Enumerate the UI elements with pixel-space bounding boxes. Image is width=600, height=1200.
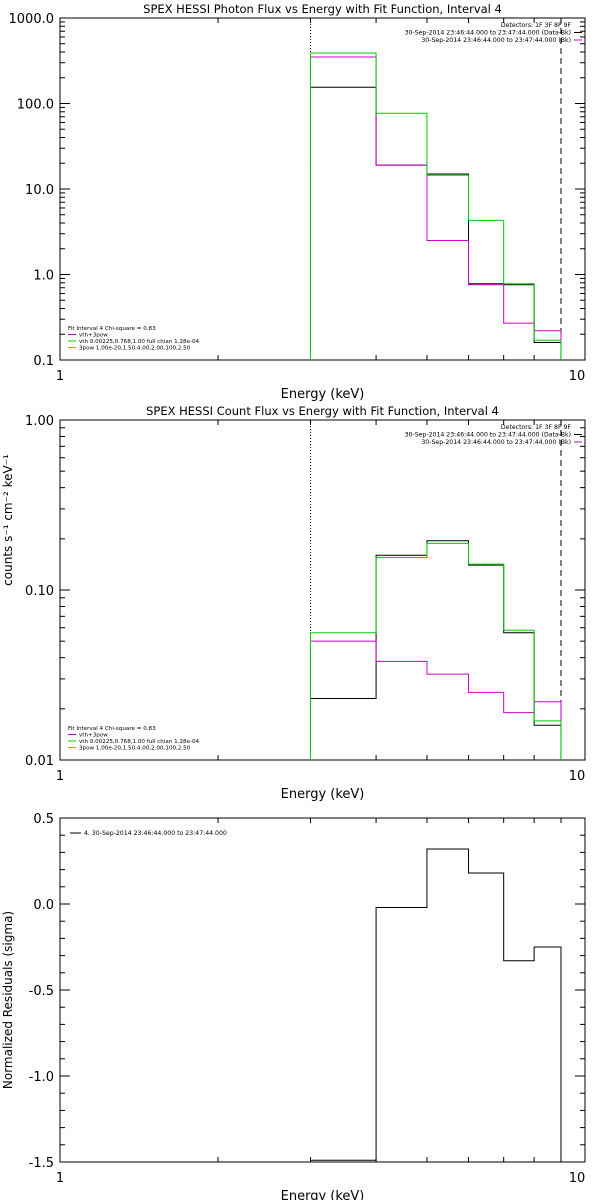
series-line-3 bbox=[309, 542, 562, 760]
legend-bl-text: 3pow 1.00e-20,1.50,4.00,2.00,100,2.50 bbox=[79, 746, 191, 752]
x-axis-label: Energy (keV) bbox=[281, 387, 365, 402]
y-tick-label: 0.10 bbox=[25, 584, 54, 599]
x-tick-label: 1 bbox=[56, 1171, 64, 1186]
chart-panel-1: SPEX HESSI Photon Flux vs Energy with Fi… bbox=[9, 2, 586, 402]
y-tick-label: 1.00 bbox=[25, 414, 54, 429]
y-tick-label: -1.5 bbox=[29, 1156, 54, 1171]
y-tick-label: 1.0 bbox=[33, 269, 54, 284]
legend-bl-text: vth 0.00225,0.768,1.00 full chian 1.28e-… bbox=[79, 339, 200, 345]
y-axis-label: Normalized Residuals (sigma) bbox=[1, 911, 15, 1089]
y-tick-label: 0.5 bbox=[33, 812, 54, 827]
legend-tr-text: 30-Sep-2014 23:46:44.000 to 23:47:44.000… bbox=[405, 432, 571, 439]
legend-tr-text: Detectors: 1F 3F 8F 9F bbox=[501, 22, 572, 29]
y-tick-label: 0.0 bbox=[33, 898, 54, 913]
legend-bl-text: vth+3pow bbox=[79, 733, 108, 739]
plot-frame bbox=[59, 419, 586, 761]
x-axis-label: Energy (keV) bbox=[281, 787, 365, 802]
legend-bl-text: vth+3pow bbox=[79, 333, 108, 339]
series-line-2 bbox=[309, 56, 562, 360]
y-tick-label: 10.0 bbox=[25, 183, 54, 198]
legend-tr-text: 30-Sep-2014 23:46:44.000 to 23:47:44.000… bbox=[421, 37, 571, 44]
chart-panel-2: SPEX HESSI Count Flux vs Energy with Fit… bbox=[1, 404, 586, 802]
plot-frame bbox=[59, 817, 586, 1163]
y-tick-label: 1000.0 bbox=[9, 12, 55, 27]
series-line-1 bbox=[309, 86, 562, 360]
legend-tr-text: 30-Sep-2014 23:46:44.000 to 23:47:44.000… bbox=[421, 439, 571, 446]
series-line-2 bbox=[309, 640, 562, 760]
legend-bl-text: Fit Interval 4 Chi-square = 0.83 bbox=[68, 326, 156, 332]
plot-frame bbox=[59, 17, 586, 361]
legend-tr-text: 30-Sep-2014 23:46:44.000 to 23:47:44.000… bbox=[405, 30, 571, 37]
y-tick-label: -0.5 bbox=[29, 984, 54, 999]
x-tick-label: 1 bbox=[56, 369, 64, 384]
series-line-1 bbox=[309, 540, 562, 760]
x-tick-label: 10 bbox=[569, 1171, 586, 1186]
x-axis-label: Energy (keV) bbox=[281, 1189, 365, 1200]
legend-bl-text: 3pow 1.00e-20,1.50,4.00,2.00,100,2.50 bbox=[79, 346, 191, 352]
legend-tl-text: 4. 30-Sep-2014 23:46:44.000 to 23:47:44.… bbox=[84, 830, 227, 837]
legend-tr-text: Detectors: 1F 3F 8F 9F bbox=[501, 424, 572, 431]
legend-bl-text: vth 0.00225,0.768,1.00 full chian 1.28e-… bbox=[79, 739, 200, 745]
chart-title: SPEX HESSI Photon Flux vs Energy with Fi… bbox=[143, 2, 502, 16]
y-tick-label: 0.1 bbox=[33, 354, 54, 369]
x-tick-label: 10 bbox=[569, 369, 586, 384]
y-tick-label: 100.0 bbox=[17, 98, 54, 113]
chart-panel-3: 1 10 -1.5 -1.0 -0.5 0.0 0.5 Energy (keV) Normali… bbox=[1, 812, 586, 1200]
y-tick-label: -1.0 bbox=[29, 1070, 54, 1085]
y-axis-label: counts s⁻¹ cm⁻² keV⁻¹ bbox=[1, 454, 15, 586]
series-line-1 bbox=[309, 848, 562, 1162]
series-line-3 bbox=[309, 52, 562, 360]
x-tick-label: 10 bbox=[569, 769, 586, 784]
y-tick-label: 0.01 bbox=[25, 754, 54, 769]
x-tick-label: 1 bbox=[56, 769, 64, 784]
legend-bl-text: Fit Interval 4 Chi-square = 0.83 bbox=[68, 726, 156, 732]
chart-title: SPEX HESSI Count Flux vs Energy with Fit… bbox=[146, 404, 499, 418]
